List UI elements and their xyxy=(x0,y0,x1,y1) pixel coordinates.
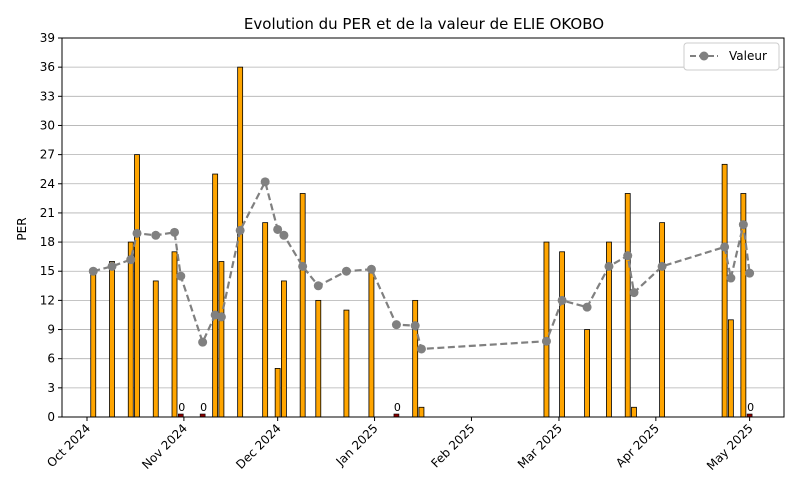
per-bar xyxy=(412,299,419,418)
valeur-point xyxy=(738,220,748,230)
y-tick-label: 9 xyxy=(47,323,55,337)
valeur-point xyxy=(391,320,401,330)
valeur-point xyxy=(623,251,633,261)
per-bar xyxy=(109,261,115,418)
valeur-point xyxy=(541,336,551,346)
valeur-point xyxy=(235,225,245,235)
plot-frame xyxy=(61,37,785,418)
zero-value-label: 0 xyxy=(178,401,185,414)
valeur-point xyxy=(132,228,142,238)
valeur-point xyxy=(107,261,117,271)
per-bar xyxy=(134,154,140,418)
axes-frame xyxy=(61,37,785,418)
valeur-point xyxy=(279,230,289,240)
per-bar xyxy=(418,406,425,418)
valeur-point xyxy=(341,266,351,276)
valeur-point xyxy=(170,227,180,237)
valeur-point xyxy=(604,261,614,271)
per-bar xyxy=(281,280,287,418)
y-tick-label: 12 xyxy=(40,293,55,307)
valeur-point xyxy=(557,295,567,305)
per-bar xyxy=(315,299,322,418)
valeur-point xyxy=(260,177,270,187)
y-tick-label: 33 xyxy=(40,89,55,103)
per-bar xyxy=(90,270,97,418)
valeur-series xyxy=(88,177,755,354)
valeur-point xyxy=(176,271,186,281)
y-tick-label: 24 xyxy=(40,177,55,191)
valeur-point xyxy=(126,255,136,265)
valeur-point xyxy=(726,273,736,283)
valeur-point xyxy=(298,261,308,271)
y-tick-label: 0 xyxy=(47,410,55,424)
zero-value-label: 0 xyxy=(200,401,207,414)
per-bar xyxy=(727,319,734,418)
x-tick-label: Feb 2025 xyxy=(428,421,477,470)
y-tick-label: 30 xyxy=(40,118,55,132)
legend-entry-valeur: Valeur xyxy=(729,49,767,63)
grid-lines xyxy=(62,37,784,418)
valeur-point xyxy=(198,337,208,347)
valeur-point xyxy=(745,268,755,278)
per-bar xyxy=(218,261,225,418)
per-bar xyxy=(584,329,590,418)
valeur-point xyxy=(366,264,376,274)
valeur-point xyxy=(273,224,283,234)
valeur-point xyxy=(313,281,323,291)
y-tick-label: 27 xyxy=(40,148,55,162)
y-tick-label: 6 xyxy=(47,352,55,366)
valeur-point xyxy=(629,288,639,298)
per-bar xyxy=(212,173,219,418)
valeur-point xyxy=(582,302,592,312)
per-bar xyxy=(152,280,159,418)
valeur-point xyxy=(657,261,667,271)
valeur-point xyxy=(416,344,426,354)
x-tick-label: Jan 2025 xyxy=(333,421,381,469)
per-bar xyxy=(299,193,306,418)
per-bar xyxy=(171,251,178,418)
per-bar xyxy=(659,222,666,418)
zero-value-label: 0 xyxy=(747,401,754,414)
x-tick-label: Dec 2024 xyxy=(233,421,284,472)
y-tick-label: 21 xyxy=(40,206,55,220)
valeur-line xyxy=(92,178,751,351)
per-bar xyxy=(721,163,728,418)
chart-title: Evolution du PER et de la valeur de ELIE… xyxy=(244,15,604,33)
per-bar xyxy=(624,193,631,418)
valeur-point xyxy=(216,312,226,322)
valeur-point xyxy=(410,321,420,331)
per-bars: 0 0 0 0 xyxy=(90,66,754,418)
x-tick-label: Oct 2024 xyxy=(44,421,93,470)
y-tick-label: 15 xyxy=(40,264,55,278)
x-tick-label: Nov 2024 xyxy=(139,421,190,472)
x-axis: Oct 2024 Nov 2024 Dec 2024 Jan 2025 Feb 2025… xyxy=(44,417,756,473)
valeur-point xyxy=(88,266,98,276)
x-tick-label: May 2025 xyxy=(704,421,756,473)
legend-marker-swatch xyxy=(699,51,709,61)
y-tick-label: 3 xyxy=(47,381,55,395)
y-axis-label: PER xyxy=(15,217,29,240)
y-tick-label: 18 xyxy=(40,235,55,249)
per-bar xyxy=(559,251,565,418)
zero-value-label: 0 xyxy=(394,401,401,414)
per-bar xyxy=(368,270,375,418)
valeur-point xyxy=(720,242,730,252)
x-tick-label: Apr 2025 xyxy=(613,421,662,470)
per-bar xyxy=(631,406,637,418)
y-tick-label: 39 xyxy=(40,31,55,45)
per-bar xyxy=(262,222,269,418)
x-tick-label: Mar 2025 xyxy=(515,421,565,471)
y-tick-label: 36 xyxy=(40,60,55,74)
per-bar xyxy=(127,241,134,418)
valeur-point xyxy=(151,230,161,240)
per-bar xyxy=(543,241,550,418)
per-bar xyxy=(274,368,281,418)
per-bar xyxy=(343,309,350,418)
legend: Valeur xyxy=(683,42,780,71)
legend-box xyxy=(683,42,780,71)
